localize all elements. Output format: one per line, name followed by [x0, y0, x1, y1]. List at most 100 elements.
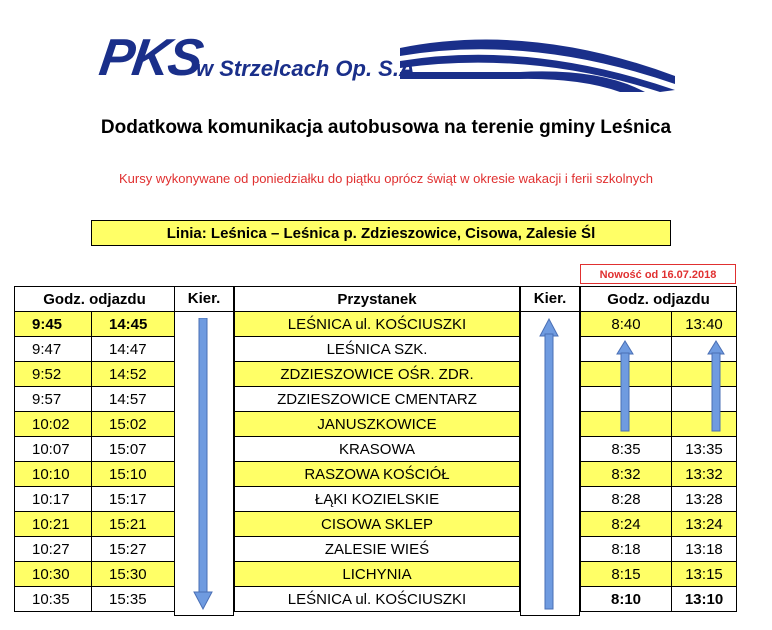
table-row: 10:30 15:30 — [14, 561, 175, 587]
departure-time-second-course: 14:57 — [91, 386, 175, 412]
departure-time-first-course: 9:45 — [14, 311, 92, 337]
arrow-down-icon — [193, 318, 213, 610]
table-row: ZDZIESZOWICE CMENTARZ — [234, 386, 520, 412]
return-time-second-course — [671, 361, 737, 387]
return-time-first-course: 8:15 — [580, 561, 672, 587]
return-time-second-course: 13:18 — [671, 536, 737, 562]
departure-time-first-course: 10:07 — [14, 436, 92, 462]
table-row: LEŚNICA ul. KOŚCIUSZKI — [234, 586, 520, 612]
return-time-first-course: 8:24 — [580, 511, 672, 537]
table-row: 10:07 15:07 — [14, 436, 175, 462]
departure-time-first-course: 10:17 — [14, 486, 92, 512]
header-direction-left: Kier. — [174, 286, 234, 312]
table-row: 8:24 13:24 — [580, 511, 737, 537]
table-row: 9:45 14:45 — [14, 311, 175, 337]
direction-column-left — [174, 311, 234, 616]
page-title: Dodatkowa komunikacja autobusowa na tere… — [100, 117, 672, 138]
departure-time-second-course: 14:52 — [91, 361, 175, 387]
departure-time-first-course: 10:30 — [14, 561, 92, 587]
table-row: JANUSZKOWICE — [234, 411, 520, 437]
table-row: RASZOWA KOŚCIÓŁ — [234, 461, 520, 487]
table-row: 10:17 15:17 — [14, 486, 175, 512]
table-row: 10:35 15:35 — [14, 586, 175, 612]
table-row: 9:52 14:52 — [14, 361, 175, 387]
table-row: 8:28 13:28 — [580, 486, 737, 512]
departure-time-first-course: 10:21 — [14, 511, 92, 537]
return-time-second-course: 13:32 — [671, 461, 737, 487]
table-row: ZDZIESZOWICE OŚR. ZDR. — [234, 361, 520, 387]
return-time-second-course: 13:35 — [671, 436, 737, 462]
table-row: 9:47 14:47 — [14, 336, 175, 362]
table-row: LEŚNICA SZK. — [234, 336, 520, 362]
departure-time-first-course: 10:02 — [14, 411, 92, 437]
stop-name: LEŚNICA SZK. — [234, 336, 520, 362]
logo-brand-text: PKS — [95, 29, 205, 87]
departure-time-first-course: 10:10 — [14, 461, 92, 487]
return-time-first-course: 8:18 — [580, 536, 672, 562]
line-name-box: Linia: Leśnica – Leśnica p. Zdzieszowice… — [91, 220, 671, 246]
arrow-up-icon — [539, 318, 559, 610]
direction-column-right — [520, 311, 580, 616]
departure-time-second-course: 15:07 — [91, 436, 175, 462]
table-row: ZALESIE WIEŚ — [234, 536, 520, 562]
header-departure-time-right: Godz. odjazdu — [580, 286, 737, 312]
arrow-up-icon-second-course — [707, 340, 725, 432]
departure-time-second-course: 15:10 — [91, 461, 175, 487]
stops-table: Przystanek LEŚNICA ul. KOŚCIUSZKI LEŚNICA… — [234, 286, 520, 612]
return-time-second-course — [671, 336, 737, 362]
stop-name: ŁĄKI KOZIELSKIE — [234, 486, 520, 512]
departure-time-second-course: 15:27 — [91, 536, 175, 562]
stop-name: LICHYNIA — [234, 561, 520, 587]
return-time-second-course: 13:10 — [671, 586, 737, 612]
stop-name: LEŚNICA ul. KOŚCIUSZKI — [234, 311, 520, 337]
return-time-second-course — [671, 411, 737, 437]
table-row: 10:02 15:02 — [14, 411, 175, 437]
header-stop: Przystanek — [234, 286, 520, 312]
stop-name: ZDZIESZOWICE CMENTARZ — [234, 386, 520, 412]
table-row: 8:10 13:10 — [580, 586, 737, 612]
table-row: 10:21 15:21 — [14, 511, 175, 537]
table-row: KRASOWA — [234, 436, 520, 462]
table-row: 10:10 15:10 — [14, 461, 175, 487]
departure-time-second-course: 15:35 — [91, 586, 175, 612]
departure-time-second-course: 15:17 — [91, 486, 175, 512]
departure-time-second-course: 15:21 — [91, 511, 175, 537]
table-row: 10:27 15:27 — [14, 536, 175, 562]
new-since-badge: Nowość od 16.07.2018 — [580, 264, 736, 284]
departure-time-second-course: 15:02 — [91, 411, 175, 437]
table-row: CISOWA SKLEP — [234, 511, 520, 537]
table-row — [580, 361, 737, 387]
stop-name: LEŚNICA ul. KOŚCIUSZKI — [234, 586, 520, 612]
departure-time-first-course: 10:27 — [14, 536, 92, 562]
departure-time-first-course: 9:57 — [14, 386, 92, 412]
schedule-note: Kursy wykonywane od poniedziałku do piąt… — [119, 171, 653, 186]
return-time-second-course: 13:40 — [671, 311, 737, 337]
departure-time-first-course: 9:47 — [14, 336, 92, 362]
departure-time-second-course: 15:30 — [91, 561, 175, 587]
departure-time-second-course: 14:47 — [91, 336, 175, 362]
return-time-first-course: 8:32 — [580, 461, 672, 487]
stop-name: ZDZIESZOWICE OŚR. ZDR. — [234, 361, 520, 387]
stop-name: KRASOWA — [234, 436, 520, 462]
stop-name: ZALESIE WIEŚ — [234, 536, 520, 562]
return-time-second-course — [671, 386, 737, 412]
departures-outbound-table: Godz. odjazdu 9:45 14:45 9:47 14:47 9:52 14:5… — [14, 286, 175, 612]
table-row: ŁĄKI KOZIELSKIE — [234, 486, 520, 512]
table-row: 8:40 13:40 — [580, 311, 737, 337]
table-row: 8:35 13:35 — [580, 436, 737, 462]
header-departure-time-left: Godz. odjazdu — [14, 286, 175, 312]
header-direction-right: Kier. — [520, 286, 580, 312]
table-row: 9:57 14:57 — [14, 386, 175, 412]
table-row: 8:18 13:18 — [580, 536, 737, 562]
company-logo: PKS w Strzelcach Op. S.A. — [96, 28, 680, 94]
table-row: LEŚNICA ul. KOŚCIUSZKI — [234, 311, 520, 337]
return-time-second-course: 13:15 — [671, 561, 737, 587]
return-time-first-course: 8:10 — [580, 586, 672, 612]
logo-company-text: w Strzelcach Op. S.A. — [196, 56, 421, 81]
stop-name: JANUSZKOWICE — [234, 411, 520, 437]
return-time-first-course: 8:35 — [580, 436, 672, 462]
return-time-first-course: 8:28 — [580, 486, 672, 512]
departure-time-second-course: 14:45 — [91, 311, 175, 337]
logo-swoosh-graphic — [400, 39, 675, 92]
arrow-up-icon-first-course — [616, 340, 634, 432]
